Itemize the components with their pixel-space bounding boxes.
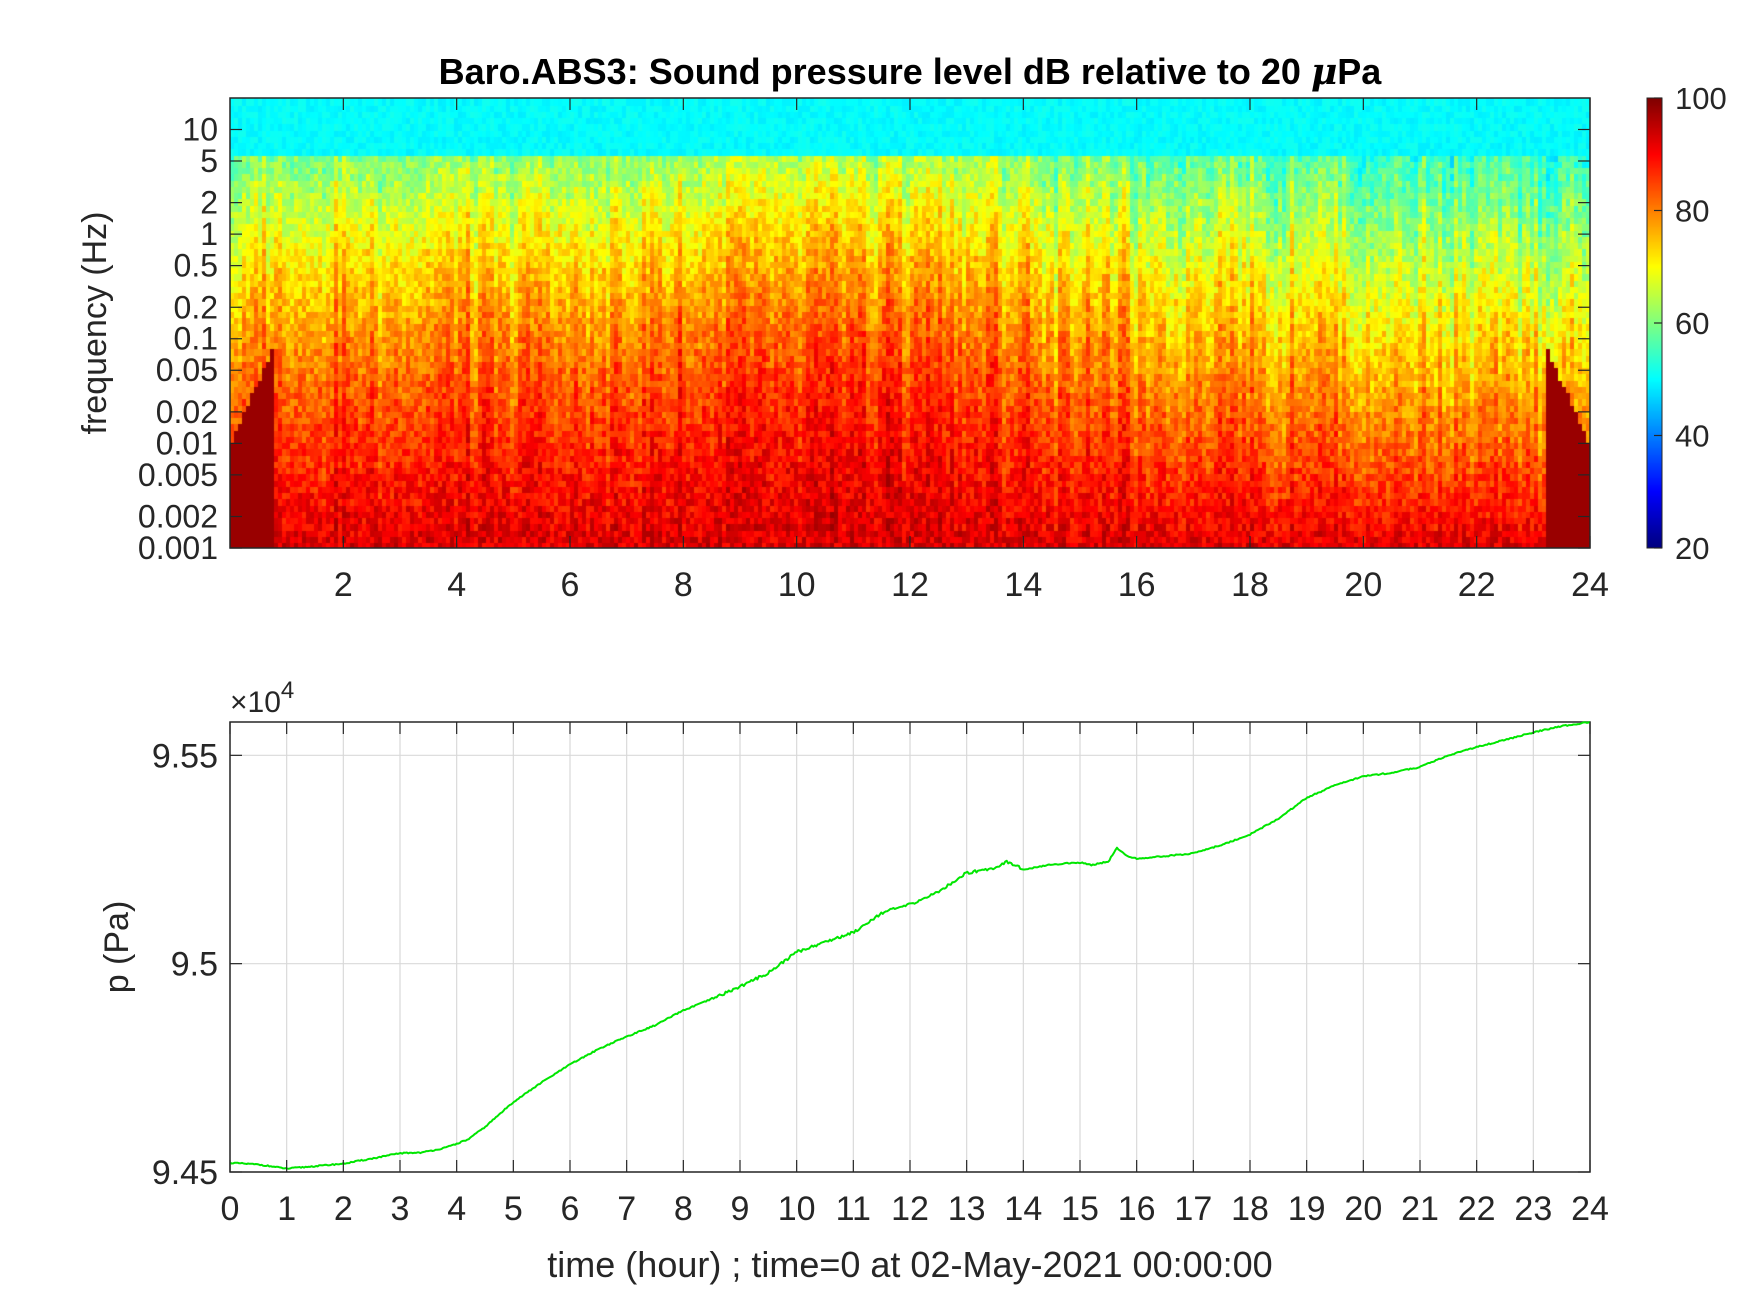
pressure-x-tick-label: 13: [948, 1190, 986, 1228]
pressure-x-tick-label: 6: [561, 1190, 580, 1228]
pressure-x-tick-label: 5: [504, 1190, 523, 1228]
y-exponent-multiplier: ×104: [230, 677, 294, 719]
spectrogram-x-tick-label: 6: [561, 566, 580, 604]
spectrogram-x-ticks: 2 4 6 8 10 12 14 16 18 20 22 24: [334, 98, 1609, 604]
pressure-x-tick-label: 3: [391, 1190, 410, 1228]
pressure-y-tick-label: 9.5: [171, 946, 218, 984]
pressure-x-tick-label: 0: [221, 1190, 240, 1228]
spectrogram-image: [230, 98, 1590, 548]
pressure-x-tick-label: 20: [1344, 1190, 1382, 1228]
pressure-x-tick-label: 17: [1174, 1190, 1212, 1228]
spectrogram-y-tick-label: 0.05: [156, 352, 218, 388]
colorbar-tick-label: 40: [1675, 419, 1709, 454]
spectrogram-x-tick-label: 10: [778, 566, 816, 604]
spectrogram-x-tick-label: 24: [1571, 566, 1609, 604]
spectrogram-x-tick-label: 4: [447, 566, 466, 604]
spectrogram-y-tick-label: 0.001: [138, 530, 218, 566]
y-exponent-prefix: ×10: [230, 686, 281, 719]
pressure-x-tick-label: 4: [447, 1190, 466, 1228]
colorbar-tick-label: 80: [1675, 194, 1709, 229]
spectrogram-x-tick-label: 22: [1458, 566, 1496, 604]
y-exponent-power: 4: [281, 677, 294, 704]
pressure-x-tick-label: 22: [1458, 1190, 1496, 1228]
chart-title-mu: μ: [1311, 51, 1337, 93]
pressure-grid: [229, 722, 1591, 1173]
spectrogram-x-tick-label: 14: [1004, 566, 1042, 604]
spectrogram-y-label: frequency (Hz): [76, 212, 114, 435]
pressure-y-label: p (Pa): [98, 901, 136, 994]
spectrogram-axes-frame: [229, 97, 1591, 549]
colorbar-tick-label: 20: [1675, 531, 1709, 566]
spectrogram-y-tick-label: 10: [182, 111, 218, 147]
pressure-x-tick-label: 12: [891, 1190, 929, 1228]
spectrogram-y-tick-label: 1: [200, 216, 218, 252]
spectrogram-y-tick-label: 0.002: [138, 499, 218, 535]
spectrogram-y-tick-label: 0.02: [156, 394, 218, 430]
pressure-x-tick-label: 9: [731, 1190, 750, 1228]
pressure-x-tick-label: 23: [1514, 1190, 1552, 1228]
spectrogram-y-tick-label: 0.5: [174, 248, 218, 284]
spectrogram-x-tick-label: 20: [1344, 566, 1382, 604]
pressure-x-tick-label: 24: [1571, 1190, 1609, 1228]
colorbar-tick-label: 100: [1675, 81, 1727, 116]
pressure-x-tick-label: 16: [1118, 1190, 1156, 1228]
pressure-x-tick-label: 18: [1231, 1190, 1269, 1228]
spectrogram-y-tick-label: 5: [200, 143, 218, 179]
pressure-y-tick-label: 9.45: [152, 1154, 218, 1192]
spectrogram-x-tick-label: 12: [891, 566, 929, 604]
spectrogram-y-tick-label: 0.01: [156, 425, 218, 461]
pressure-y-ticks: 9.45 9.5 9.55: [152, 737, 1590, 1192]
pressure-x-tick-label: 10: [778, 1190, 816, 1228]
pressure-x-tick-label: 11: [836, 1190, 871, 1228]
spectrogram-y-tick-label: 2: [200, 185, 218, 221]
chart-title-end: Pa: [1337, 51, 1382, 92]
pressure-x-tick-label: 19: [1288, 1190, 1326, 1228]
pressure-x-tick-label: 14: [1004, 1190, 1042, 1228]
pressure-x-tick-label: 15: [1061, 1190, 1099, 1228]
pressure-x-tick-label: 8: [674, 1190, 693, 1228]
colorbar-ticks: 20 40 60 80 100: [1654, 81, 1727, 566]
spectrogram-x-tick-label: 8: [674, 566, 693, 604]
pressure-y-tick-label: 9.55: [152, 737, 218, 775]
pressure-x-tick-label: 1: [277, 1190, 296, 1228]
pressure-series-line: [229, 721, 1591, 1170]
pressure-x-tick-label: 21: [1401, 1190, 1439, 1228]
pressure-x-tick-label: 2: [334, 1190, 353, 1228]
spectrogram-y-tick-label: 0.005: [138, 457, 218, 493]
pressure-x-tick-label: 7: [617, 1190, 636, 1228]
spectrogram-x-tick-label: 2: [334, 566, 353, 604]
colorbar-tick-label: 60: [1675, 306, 1709, 341]
pressure-x-label: time (hour) ; time=0 at 02-May-2021 00:0…: [547, 1244, 1272, 1285]
chart-title-main: Baro.ABS3: Sound pressure level dB relat…: [439, 51, 1311, 92]
spectrogram-y-tick-label: 0.1: [174, 321, 218, 357]
spectrogram-x-tick-label: 18: [1231, 566, 1269, 604]
chart-title: Baro.ABS3: Sound pressure level dB relat…: [439, 51, 1383, 93]
pressure-x-ticks: 0 1 2 3 4 5 6 7 8 9 10 11 12 13 14 15 16 17 18 19 20 21 22 23 24: [221, 722, 1609, 1228]
spectrogram-x-tick-label: 16: [1118, 566, 1156, 604]
spectrogram-y-tick-label: 0.2: [174, 289, 218, 325]
